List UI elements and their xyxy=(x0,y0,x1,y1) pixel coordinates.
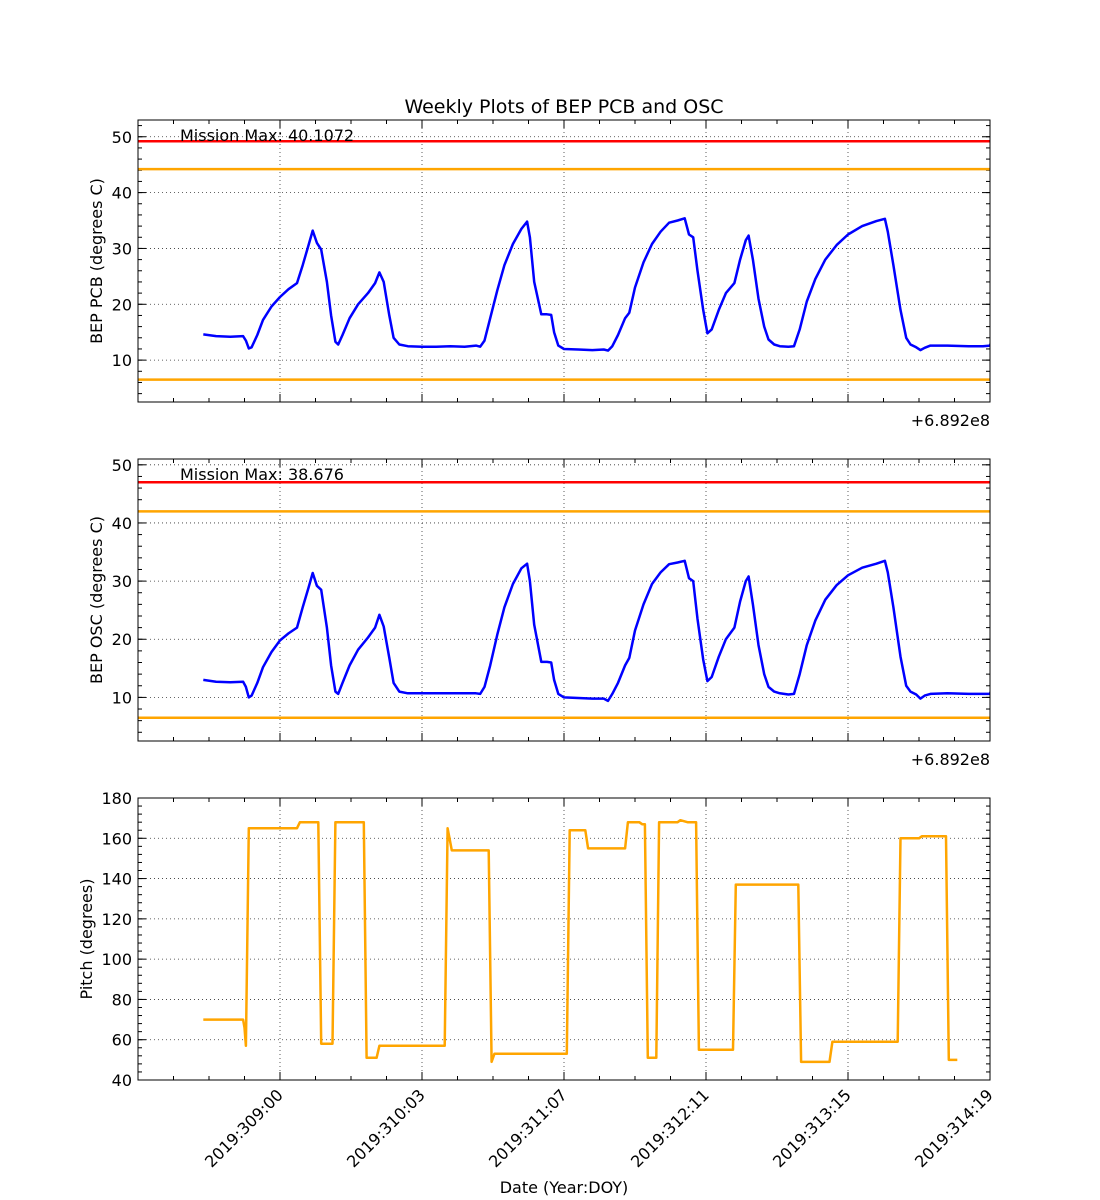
x-offset-label: +6.892e8 xyxy=(911,411,990,430)
y-tick-label: 100 xyxy=(101,950,132,969)
y-tick-label: 140 xyxy=(101,870,132,889)
y-tick-label: 40 xyxy=(112,184,132,203)
x-offset-label: +6.892e8 xyxy=(911,750,990,769)
figure-title: Weekly Plots of BEP PCB and OSC xyxy=(404,96,723,118)
mission-max-annotation: Mission Max: 40.1072 xyxy=(180,126,354,145)
y-tick-label: 20 xyxy=(112,630,132,649)
y-tick-label: 40 xyxy=(112,1071,132,1090)
y-tick-label: 60 xyxy=(112,1031,132,1050)
y-tick-label: 40 xyxy=(112,514,132,533)
y-axis-label: BEP OSC (degrees C) xyxy=(87,516,106,684)
axes-frame xyxy=(137,458,991,742)
y-axis-label: Pitch (degrees) xyxy=(77,879,96,1000)
axes-frame xyxy=(137,119,991,403)
y-tick-label: 180 xyxy=(101,789,132,808)
y-tick-label: 160 xyxy=(101,829,132,848)
y-tick-label: 30 xyxy=(112,239,132,258)
series-line xyxy=(203,559,990,703)
y-tick-label: 50 xyxy=(112,128,132,147)
panel-osc: 10 20 30 40 50 Mission Max: 38.676 +6.892e8 BEP… xyxy=(87,456,991,769)
y-tick-label: 50 xyxy=(112,456,132,475)
y-tick-label: 120 xyxy=(101,910,132,929)
y-tick-label: 10 xyxy=(112,351,132,370)
y-tick-label: 80 xyxy=(112,990,132,1009)
y-axis-label: BEP PCB (degrees C) xyxy=(87,178,106,344)
panel-pcb: 10 20 30 40 50 Mission Max: 40.1072 +6.892e8 BE… xyxy=(87,119,991,430)
x-axis-label: Date (Year:DOY) xyxy=(500,1178,629,1197)
series-line xyxy=(203,217,990,352)
panels-container: 10 20 30 40 50 Mission Max: 40.1072 +6.892e8 BE… xyxy=(77,119,991,1090)
y-tick-label: 10 xyxy=(112,688,132,707)
panel-pitch: 40 60 80 100 120 140 160 180 Pitch (degrees) xyxy=(77,789,991,1090)
y-tick-label: 30 xyxy=(112,572,132,591)
axes-frame xyxy=(137,797,991,1081)
y-tick-label: 20 xyxy=(112,295,132,314)
mission-max-annotation: Mission Max: 38.676 xyxy=(180,465,344,484)
series-line xyxy=(203,818,958,1064)
